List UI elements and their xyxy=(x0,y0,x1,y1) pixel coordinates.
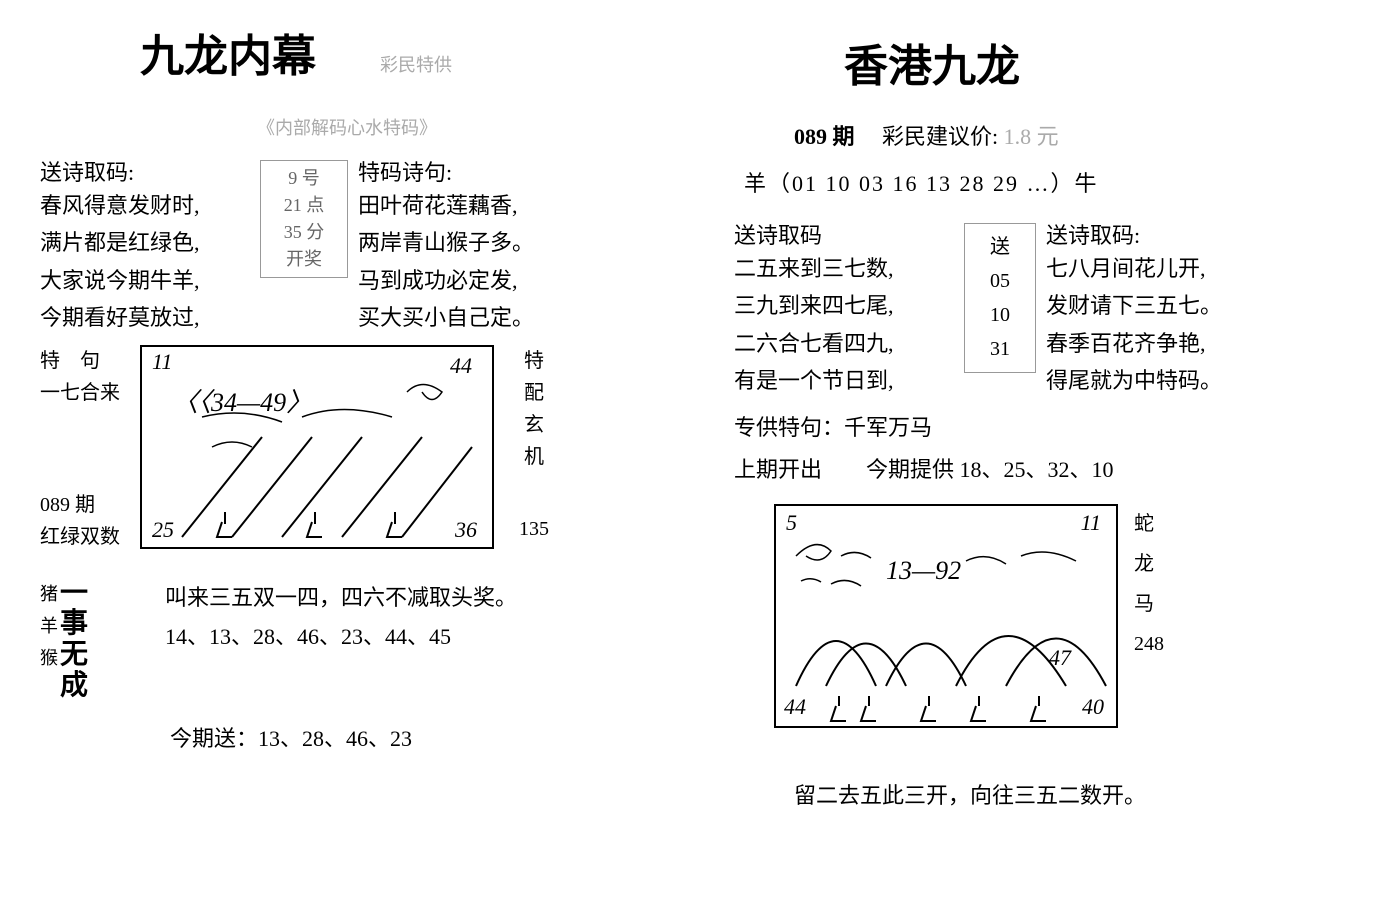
r-special: 专供特句：千军万马 xyxy=(734,410,1348,442)
r-issue: 089 期 xyxy=(794,124,855,149)
is1: 猪 xyxy=(40,578,58,610)
right-sub: 089 期 彩民建议价: 1.8 元 xyxy=(794,119,1348,151)
ib2: 事 xyxy=(60,608,88,639)
poem-r2: 两岸青山猴子多。 xyxy=(358,224,588,261)
rpr3: 春季百花齐争艳, xyxy=(1046,325,1276,362)
poem-r1: 田叶荷花莲藕香, xyxy=(358,187,588,224)
sk-l-bottom: 红绿双数 xyxy=(40,521,140,553)
cb-1: 9 号 xyxy=(269,165,339,192)
ib3: 无 xyxy=(60,639,88,670)
sk-l-top: 特 句 xyxy=(40,345,140,377)
rpr4: 得尾就为中特码。 xyxy=(1046,362,1276,399)
r-sketch-svg xyxy=(776,506,1116,726)
r-center-box: 送 05 10 31 xyxy=(964,223,1036,373)
rss1: 蛇 xyxy=(1134,504,1164,544)
srv2: 配 xyxy=(509,377,559,409)
sketch-svg xyxy=(142,347,492,547)
left-center-box: 9 号 21 点 35 分 开奖 xyxy=(260,160,348,278)
srv3: 玄 xyxy=(509,409,559,441)
page-root: 九龙内幕 彩民特供 《内部解码心水特码》 送诗取码: 春风得意发财时, 满片都是… xyxy=(0,0,1388,901)
ib1: 一 xyxy=(60,578,88,609)
left-subheader: 《内部解码心水特码》 xyxy=(40,114,654,140)
sketch-right-col: 特 配 玄 机 135 xyxy=(509,345,559,545)
poem-l4: 今期看好莫放过, xyxy=(40,299,250,336)
r-sub-label: 彩民建议价: xyxy=(882,124,998,149)
rss4: 248 xyxy=(1134,624,1164,664)
right-title: 香港九龙 xyxy=(844,30,1348,94)
idiom-small-col: 猪 羊 猴 xyxy=(40,578,58,701)
sk-l-issue: 089 期 xyxy=(40,489,140,521)
poem-l2: 满片都是红绿色, xyxy=(40,224,250,261)
poem-l3: 大家说今期牛羊, xyxy=(40,262,250,299)
rss3: 马 xyxy=(1134,584,1164,624)
rcb4: 31 xyxy=(975,332,1025,366)
r-sketch-wrap: 5 11 13—92 44 40 47 xyxy=(734,504,1348,728)
rpl4: 有是一个节日到, xyxy=(734,362,954,399)
rpr2: 发财请下三五七。 xyxy=(1046,287,1276,324)
poem-l1: 春风得意发财时, xyxy=(40,187,250,224)
r-poem-right: 送诗取码: 七八月间花儿开, 发财请下三五七。 春季百花齐争艳, 得尾就为中特码… xyxy=(1046,218,1276,400)
r-provide: 上期开出 今期提供 18、25、32、10 xyxy=(734,452,1348,484)
sketch-left-col: 特 句 一七合来 089 期 红绿双数 xyxy=(40,345,140,553)
ib4: 成 xyxy=(60,670,88,701)
poem-r4: 买大买小自己定。 xyxy=(358,299,588,336)
rpr1: 七八月间花儿开, xyxy=(1046,250,1276,287)
r-poem-left: 送诗取码 二五来到三七数, 三九到来四七尾, 二六合七看四九, 有是一个节日到, xyxy=(734,218,954,400)
r-sketch-side: 蛇 龙 马 248 xyxy=(1134,504,1164,664)
right-final: 留二去五此三开，向往三五二数开。 xyxy=(794,778,1348,810)
left-poem-left: 送诗取码: 春风得意发财时, 满片都是红绿色, 大家说今期牛羊, 今期看好莫放过… xyxy=(40,155,250,337)
is2: 羊 xyxy=(40,610,58,642)
r-ph-right: 送诗取码: xyxy=(1046,218,1276,250)
right-poem-block: 送诗取码 二五来到三七数, 三九到来四七尾, 二六合七看四九, 有是一个节日到,… xyxy=(734,218,1348,400)
poem-header-right: 特码诗句: xyxy=(358,155,588,187)
sk-l-mid: 一七合来 xyxy=(40,377,140,409)
left-poem-right: 特码诗句: 田叶荷花莲藕香, 两岸青山猴子多。 马到成功必定发, 买大买小自己定… xyxy=(358,155,588,337)
srv1: 特 xyxy=(509,345,559,377)
left-title: 九龙内幕 xyxy=(140,32,316,81)
r-sub-faint: 1.8 元 xyxy=(1004,124,1059,149)
srv4: 机 xyxy=(509,441,559,473)
rcb1: 送 xyxy=(975,230,1025,264)
bt1: 叫来三五双一四，四六不减取头奖。 xyxy=(165,578,517,618)
rpl1: 二五来到三七数, xyxy=(734,250,954,287)
is3: 猴 xyxy=(40,642,58,674)
left-sketch-area: 特 句 一七合来 089 期 红绿双数 11 44 〈〈34—49〉 25 36 xyxy=(40,345,654,553)
left-panel: 九龙内幕 彩民特供 《内部解码心水特码》 送诗取码: 春风得意发财时, 满片都是… xyxy=(0,0,694,901)
rpl2: 三九到来四七尾, xyxy=(734,287,954,324)
left-bottom-block: 猪 羊 猴 一 事 无 成 叫来三五双一四，四六不减取头奖。 14、13、28、… xyxy=(40,578,654,701)
rcb2: 05 xyxy=(975,264,1025,298)
poem-header-left: 送诗取码: xyxy=(40,155,250,187)
r-ph-left: 送诗取码 xyxy=(734,218,954,250)
cb-3: 35 分 xyxy=(269,219,339,246)
r-sketch-box: 5 11 13—92 44 40 47 xyxy=(774,504,1118,728)
poem-r3: 马到成功必定发, xyxy=(358,262,588,299)
right-nums: 羊（01 10 03 16 13 28 29 …）牛 xyxy=(744,166,1348,198)
bottom-text: 叫来三五双一四，四六不减取头奖。 14、13、28、46、23、44、45 xyxy=(165,578,517,701)
right-panel: 香港九龙 089 期 彩民建议价: 1.8 元 羊（01 10 03 16 13… xyxy=(694,0,1388,901)
bt2: 14、13、28、46、23、44、45 xyxy=(165,617,517,657)
left-final: 今期送：13、28、46、23 xyxy=(170,721,654,753)
cb-2: 21 点 xyxy=(269,192,339,219)
rss2: 龙 xyxy=(1134,544,1164,584)
left-title-faint: 彩民特供 xyxy=(380,51,452,77)
sr-num: 135 xyxy=(509,513,559,545)
idiom-big-col: 一 事 无 成 xyxy=(60,578,88,701)
idiom-block: 猪 羊 猴 一 事 无 成 xyxy=(40,578,140,701)
rpl3: 二六合七看四九, xyxy=(734,325,954,362)
rcb3: 10 xyxy=(975,298,1025,332)
left-sketch-box: 11 44 〈〈34—49〉 25 36 xyxy=(140,345,494,549)
left-poem-block: 送诗取码: 春风得意发财时, 满片都是红绿色, 大家说今期牛羊, 今期看好莫放过… xyxy=(40,155,654,337)
cb-4: 开奖 xyxy=(269,246,339,273)
